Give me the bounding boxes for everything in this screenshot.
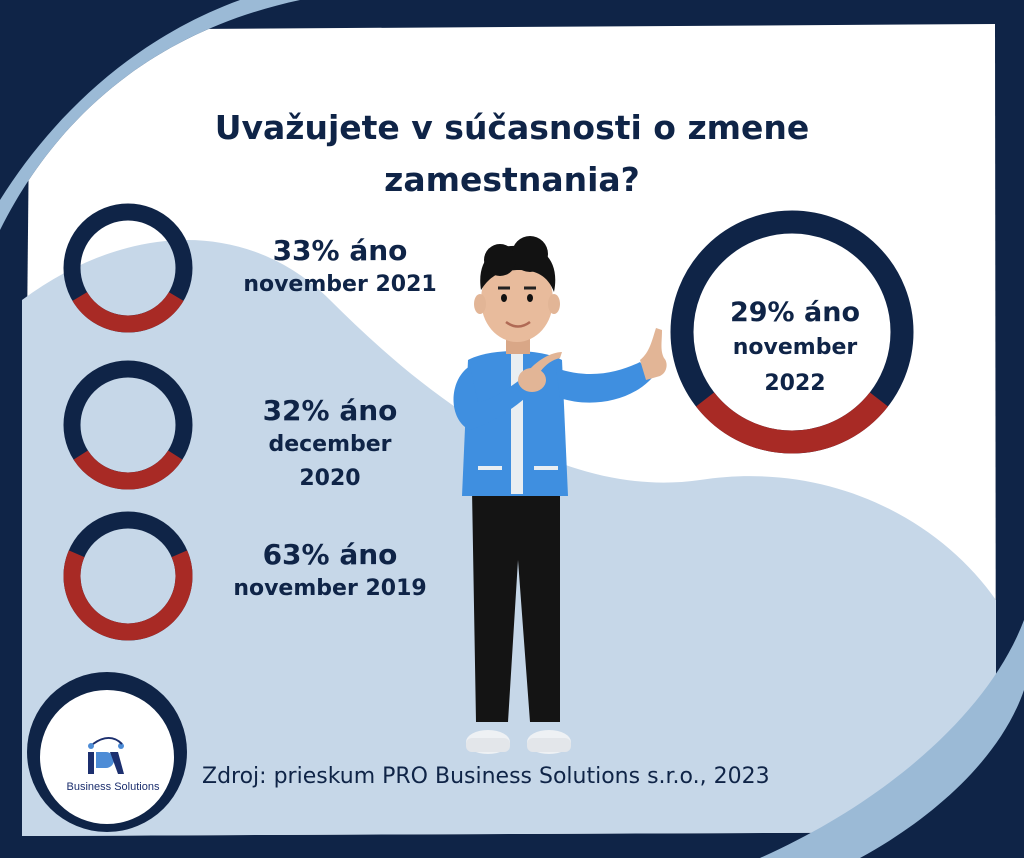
stat-label-1: 32% áno december 2020 xyxy=(205,394,455,496)
donut-yes-arc-2 xyxy=(63,550,193,641)
stat-label-2: 63% áno november 2019 xyxy=(205,538,455,606)
stat-label-3: 29% áno november 2022 xyxy=(700,296,890,402)
person-illustration xyxy=(453,236,667,754)
corner-swoosh-navy xyxy=(0,0,300,230)
stat-period-2: november 2019 xyxy=(233,576,427,601)
donut-charts xyxy=(63,203,914,641)
chart-title: Uvažujete v súčasnosti o zmene zamestnan… xyxy=(214,108,810,199)
logo-mark-icon xyxy=(88,737,124,774)
donut-yes-arc-1 xyxy=(73,450,183,490)
stat-label-0: 33% áno november 2021 xyxy=(205,234,475,302)
logo-name: Business Solutions xyxy=(66,781,160,793)
stat-period-1: december 2020 xyxy=(268,432,392,491)
source-note: Zdroj: prieskum PRO Business Solutions s… xyxy=(202,764,770,789)
stat-percent-0: 33% áno xyxy=(272,234,408,267)
donut-yes-arc-3 xyxy=(695,392,889,454)
stat-percent-3: 29% áno xyxy=(729,297,861,328)
stat-percent-2: 63% áno xyxy=(262,538,398,571)
corner-swoosh-blue xyxy=(0,0,300,230)
stat-percent-1: 32% áno xyxy=(262,394,398,427)
corner-swoosh-bottom-navy xyxy=(860,690,1024,858)
stat-period-0: november 2021 xyxy=(243,272,437,297)
donut-yes-arc-0 xyxy=(72,291,184,333)
stat-period-3: november 2022 xyxy=(732,335,858,396)
